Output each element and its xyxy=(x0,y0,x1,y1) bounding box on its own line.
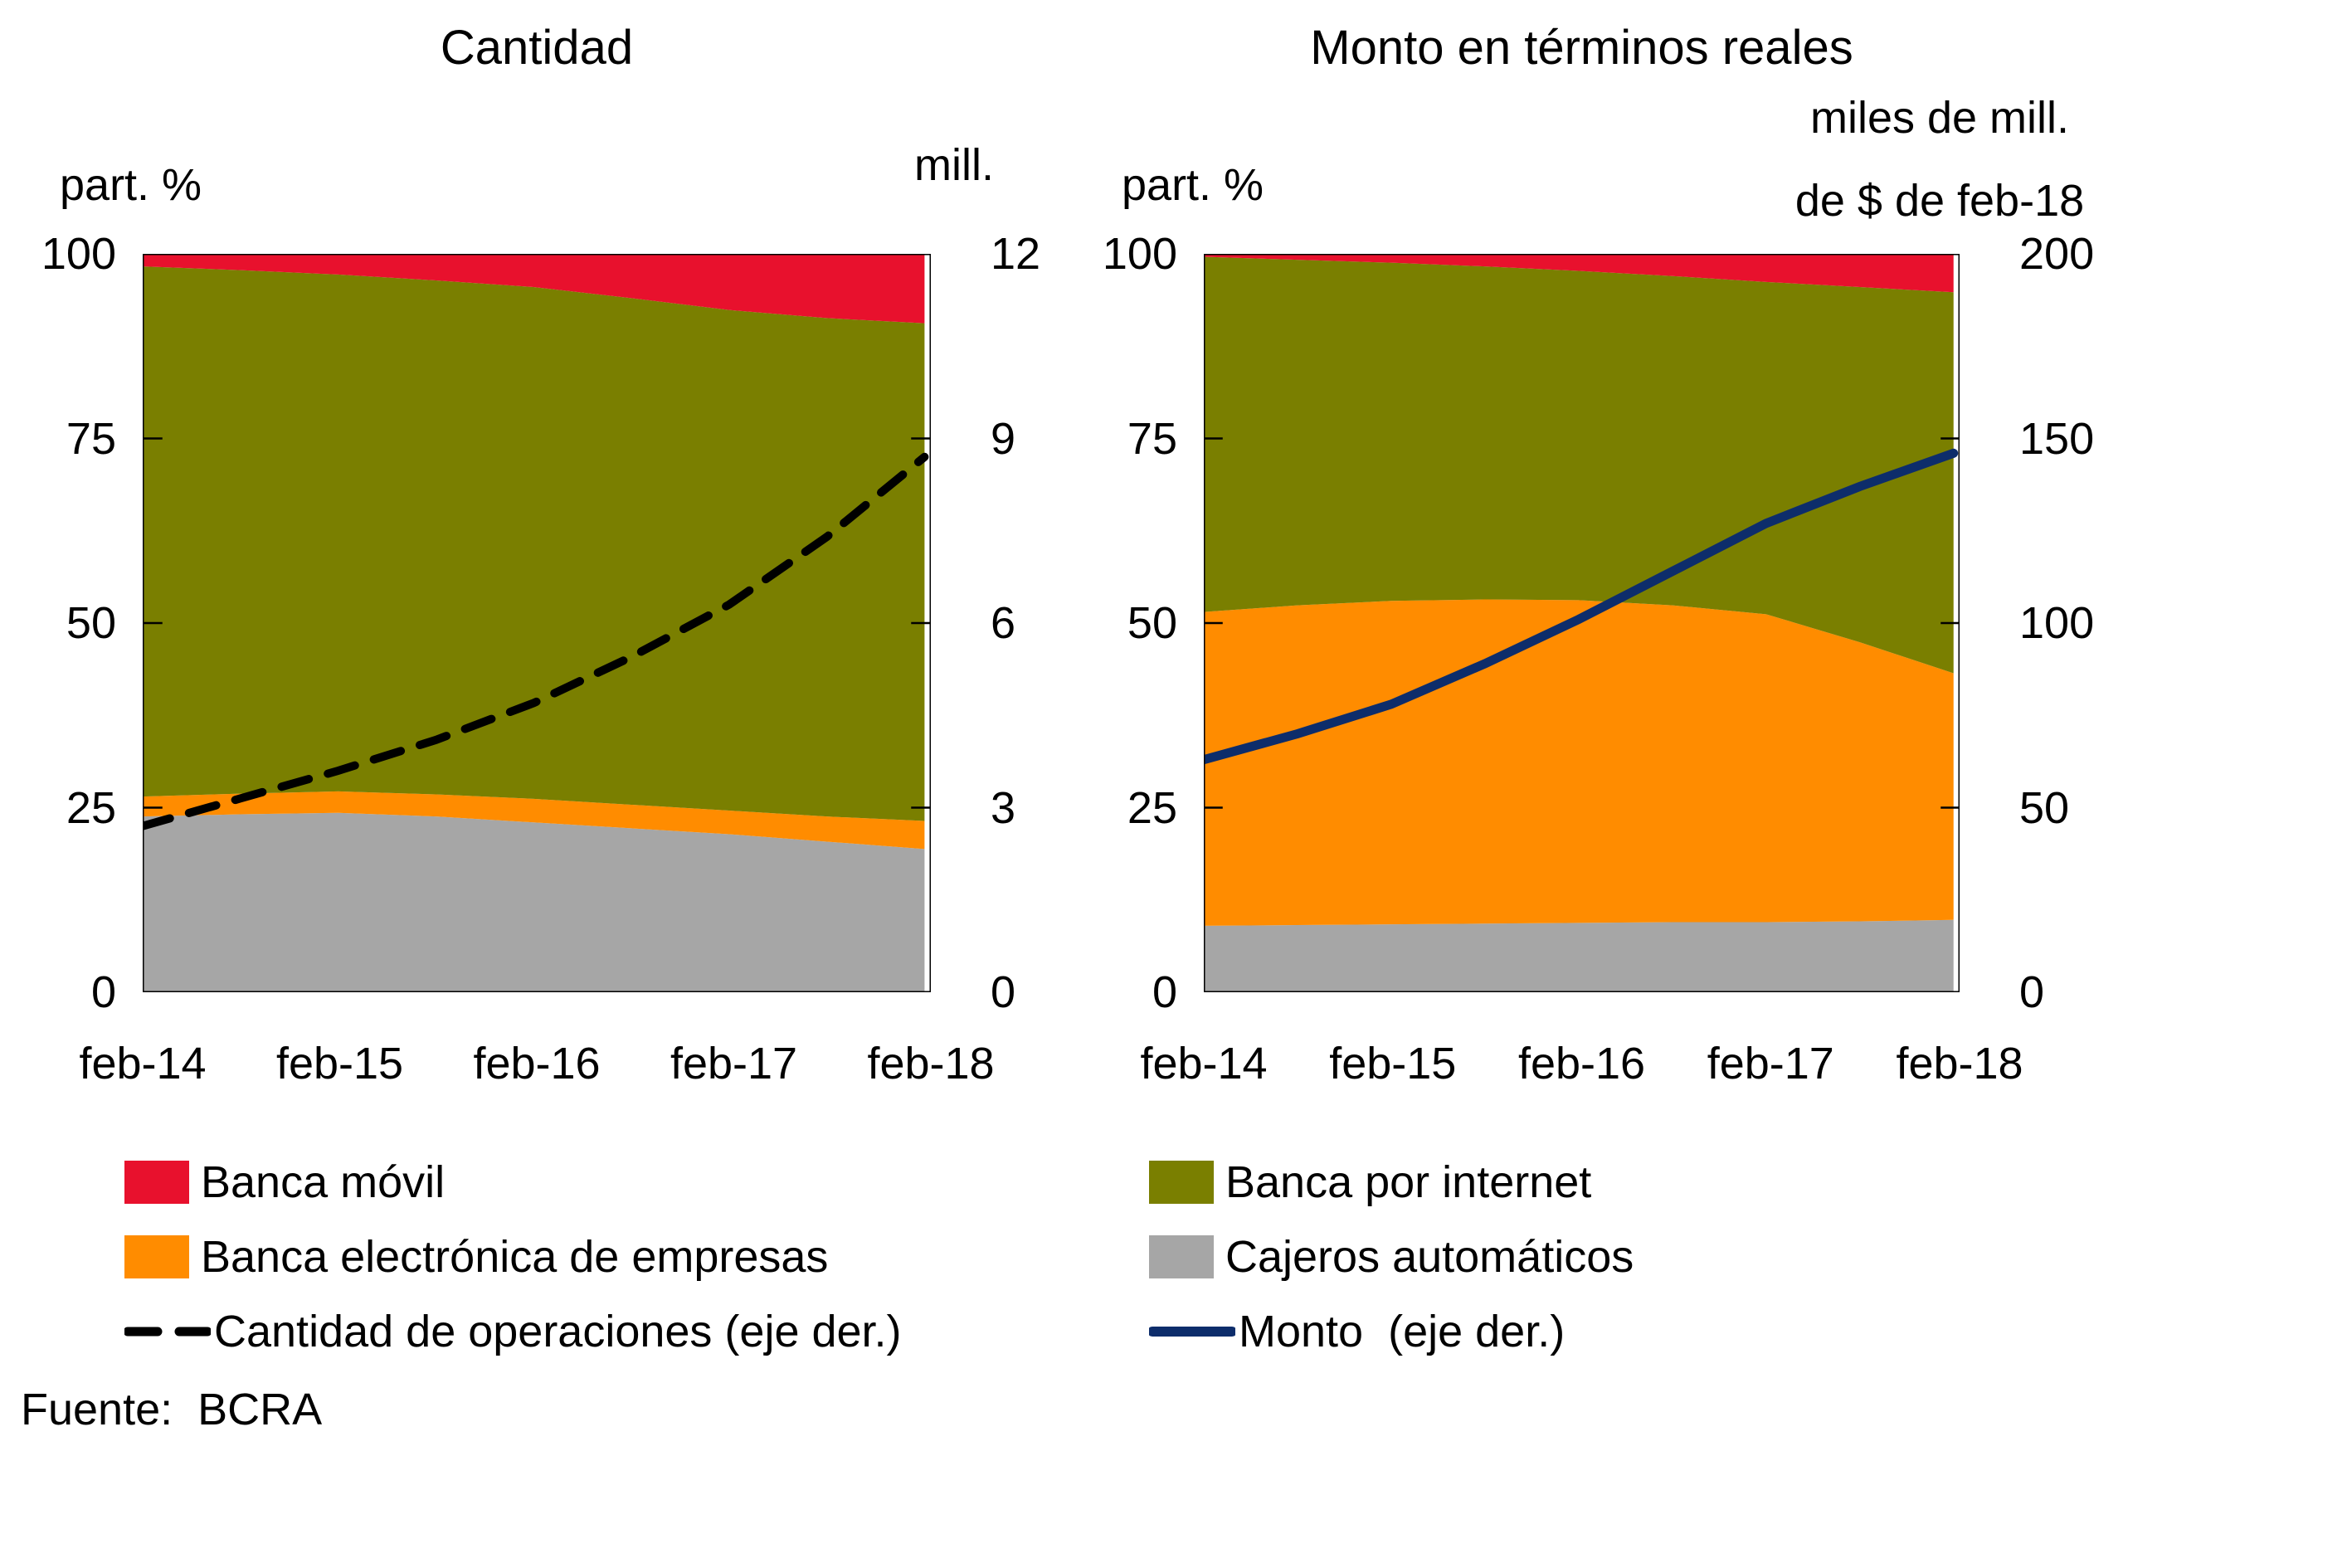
right-axis-tick-label: 200 xyxy=(2019,229,2095,279)
color-box-icon xyxy=(124,1161,189,1204)
area-band-olive xyxy=(1204,256,1954,674)
right-chart-left-axis-unit: part. % xyxy=(1122,160,1264,210)
right-axis-tick-label: 0 xyxy=(991,967,1016,1017)
area-band-gray xyxy=(143,812,925,992)
x-axis-category-label: feb-14 xyxy=(1140,1039,1268,1088)
x-axis-category-label: feb-15 xyxy=(275,1039,404,1088)
x-axis-category-label: feb-18 xyxy=(1896,1039,2023,1088)
right-axis-tick-label: 9 xyxy=(991,413,1016,464)
right-chart-right-axis-unit-line2: de $ de feb-18 xyxy=(1794,176,2085,226)
color-box-icon xyxy=(1149,1161,1214,1204)
legend-item-label: Monto (eje der.) xyxy=(1239,1307,1566,1356)
area-band-red xyxy=(1204,254,1954,293)
right-chart-right-axis-unit-line1: miles de mill. xyxy=(1809,93,2070,143)
legend-item-label: Cantidad de operaciones (eje der.) xyxy=(214,1307,902,1356)
area-band-gray xyxy=(1204,919,1954,992)
area-band-olive xyxy=(143,266,925,821)
amount-line xyxy=(1204,453,1954,759)
left-axis-tick-label: 75 xyxy=(66,413,116,464)
left-axis-tick-label: 0 xyxy=(90,967,116,1017)
right-axis-tick-label: 50 xyxy=(2019,782,2070,833)
left-axis-tick-label: 100 xyxy=(41,229,116,279)
legend-left-column: Banca móvil Banca electrónica de empresas… xyxy=(124,1157,902,1356)
left-axis-tick-label: 25 xyxy=(66,782,116,833)
right-axis-tick-label: 100 xyxy=(2019,598,2095,648)
legend-item: Banca electrónica de empresas xyxy=(124,1232,902,1282)
right-axis-tick-label: 0 xyxy=(2019,967,2045,1017)
legend-swatch-olive xyxy=(1149,1160,1214,1205)
legend-swatch-red xyxy=(124,1160,189,1205)
legend-item: Cajeros automáticos xyxy=(1149,1232,1634,1282)
left-axis-tick-label: 25 xyxy=(1127,782,1177,833)
area-band-orange xyxy=(1204,599,1954,926)
x-axis-category-label: feb-16 xyxy=(1517,1039,1646,1088)
legend-item-label: Cajeros automáticos xyxy=(1225,1232,1634,1282)
source-note: Fuente: BCRA xyxy=(21,1385,323,1434)
right-axis-tick-label: 150 xyxy=(2019,413,2095,464)
left-axis-tick-label: 100 xyxy=(1102,229,1177,279)
legend-swatch-orange xyxy=(124,1234,189,1279)
x-axis-category-label: feb-17 xyxy=(670,1039,798,1088)
right-axis-tick-label: 6 xyxy=(991,598,1016,648)
legend-swatch-gray xyxy=(1149,1234,1214,1279)
color-box-icon xyxy=(1149,1235,1214,1278)
legend-item: Banca por internet xyxy=(1149,1157,1634,1207)
left-chart-left-axis-unit: part. % xyxy=(60,160,202,210)
left-chart-right-axis-unit: mill. xyxy=(914,140,994,190)
legend-right-column: Banca por internet Cajeros automáticos Mon… xyxy=(1149,1157,1634,1356)
left-chart-title: Cantidad xyxy=(440,21,634,75)
right-axis-tick-label: 12 xyxy=(991,229,1041,279)
legend-item-label: Banca móvil xyxy=(201,1157,446,1207)
right-chart-title: Monto en términos reales xyxy=(1310,21,1853,75)
left-chart-plot-area xyxy=(143,254,931,992)
x-axis-category-label: feb-15 xyxy=(1329,1039,1457,1088)
dashed-operations-line xyxy=(143,457,924,826)
right-chart-right-axis-unit: miles de mill. de $ de feb-18 xyxy=(1795,76,2084,242)
x-axis-category-label: feb-17 xyxy=(1707,1039,1834,1088)
legend-item-label: Banca electrónica de empresas xyxy=(201,1232,829,1282)
x-axis-category-label: feb-16 xyxy=(473,1039,601,1088)
area-band-orange xyxy=(143,791,925,850)
dashed-line-icon xyxy=(124,1309,211,1354)
color-box-icon xyxy=(124,1235,189,1278)
left-axis-tick-label: 50 xyxy=(1127,598,1177,648)
left-axis-tick-label: 75 xyxy=(1127,413,1177,464)
right-chart-plot-area xyxy=(1204,254,1960,992)
x-axis-category-label: feb-14 xyxy=(79,1039,207,1088)
right-axis-tick-label: 3 xyxy=(991,782,1016,833)
legend-item: Banca móvil xyxy=(124,1157,902,1207)
legend-item-label: Banca por internet xyxy=(1225,1157,1592,1207)
left-axis-tick-label: 0 xyxy=(1152,967,1177,1017)
legend-item: Monto (eje der.) xyxy=(1149,1307,1634,1356)
solid-line-icon xyxy=(1149,1309,1235,1354)
area-band-red xyxy=(143,254,925,324)
legend-item: Cantidad de operaciones (eje der.) xyxy=(124,1307,902,1356)
left-axis-tick-label: 50 xyxy=(66,598,116,648)
x-axis-category-label: feb-18 xyxy=(867,1039,995,1088)
